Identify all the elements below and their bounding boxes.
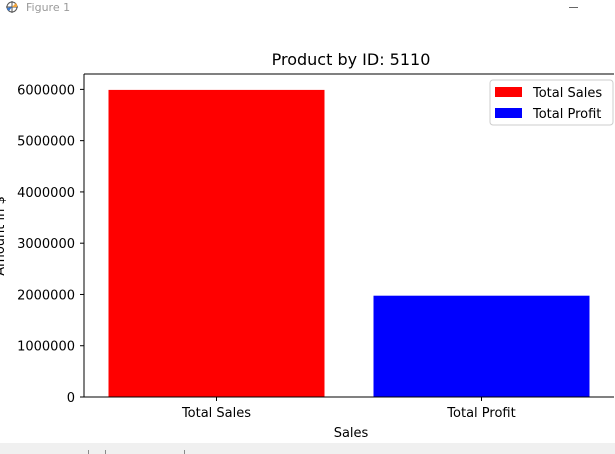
x-axis-label: Sales [334, 426, 369, 441]
legend-swatch [495, 108, 522, 118]
legend-swatch [495, 87, 522, 97]
matplotlib-figure-icon [6, 1, 18, 13]
y-tick-label: 3000000 [17, 237, 75, 252]
axes-frame [83, 74, 614, 398]
toolbar [0, 443, 615, 454]
chart-title: Product by ID: 5110 [272, 50, 431, 69]
y-tick-label: 5000000 [17, 135, 75, 150]
toolbar-divider [88, 450, 89, 454]
y-tick-label: 4000000 [17, 186, 75, 201]
plot-area: Total Sales Total Profit 0 1000000 2000000 30… [17, 73, 614, 421]
toolbar-divider [105, 450, 106, 454]
legend-label: Total Sales [532, 86, 602, 101]
bar-total-sales [108, 89, 325, 398]
y-tick-label: 0 [67, 391, 75, 406]
title-bar[interactable]: Figure 1 [0, 0, 615, 18]
x-tick-label: Total Profit [446, 406, 515, 421]
y-axis-label: Amount in $ [0, 196, 8, 275]
y-tick-label: 1000000 [17, 340, 75, 355]
y-tick-label: 6000000 [17, 83, 75, 98]
toolbar-divider [184, 450, 185, 454]
bar-total-profit [373, 295, 590, 397]
minimize-button[interactable] [562, 0, 586, 14]
legend-label: Total Profit [532, 107, 601, 122]
x-tick-label: Total Sales [181, 406, 251, 421]
legend: Total Sales Total Profit [489, 79, 614, 126]
y-tick-label: 2000000 [17, 288, 75, 303]
window-title: Figure 1 [26, 1, 71, 14]
